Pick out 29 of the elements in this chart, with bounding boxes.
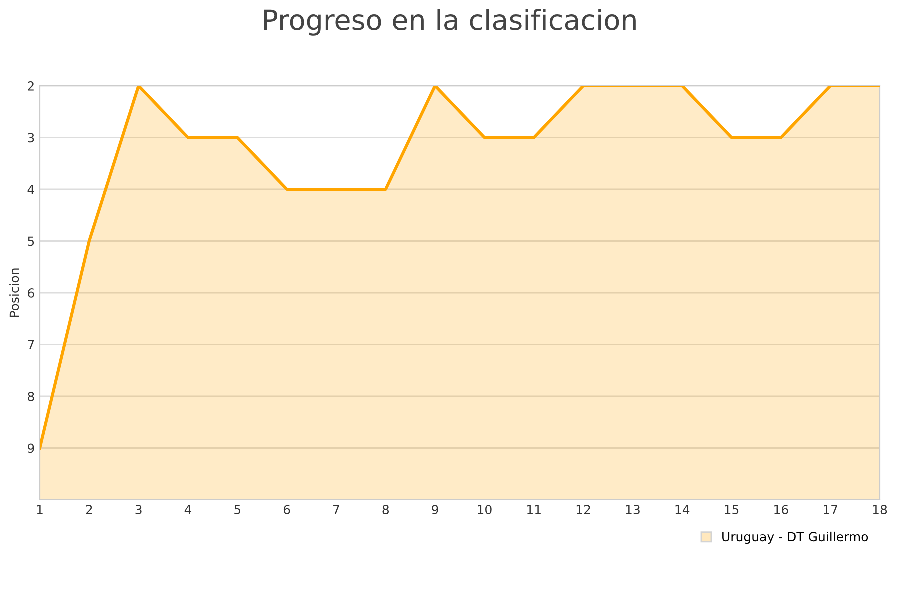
y-tick-label: 5 <box>28 236 34 246</box>
x-tick-label: 8 <box>382 505 390 515</box>
x-tick-label: 3 <box>136 505 142 515</box>
x-tick-label: 5 <box>234 505 241 515</box>
y-tick-label: 6 <box>28 288 34 298</box>
x-tick-label: 14 <box>676 505 690 514</box>
x-tick-label: 4 <box>184 505 192 514</box>
y-tick-label: 3 <box>28 133 34 143</box>
chart-title: Progreso en la clasificacion <box>264 9 636 36</box>
y-tick-label: 8 <box>28 392 34 402</box>
x-tick-label: 10 <box>478 505 492 515</box>
x-tick-label: 6 <box>284 505 290 515</box>
x-tick-label: 17 <box>824 505 838 514</box>
x-tick-label: 16 <box>774 505 788 515</box>
legend-label: Uruguay - DT Guillermo <box>722 532 868 544</box>
x-tick-label: 15 <box>725 505 739 515</box>
x-tick-label: 9 <box>432 505 438 515</box>
x-tick-label: 1 <box>37 505 43 514</box>
y-tick-label: 9 <box>28 444 34 454</box>
y-tick-label: 4 <box>28 185 34 194</box>
x-tick-label: 11 <box>528 505 541 514</box>
y-tick-label: 7 <box>28 340 34 350</box>
x-tick-label: 13 <box>626 505 640 515</box>
x-tick-label: 7 <box>334 505 340 514</box>
x-tick-label: 2 <box>86 505 92 514</box>
y-axis-title: Posicion <box>10 268 20 318</box>
y-tick-label: 2 <box>28 81 34 91</box>
x-tick-label: 18 <box>873 505 888 515</box>
x-tick-label: 12 <box>576 505 590 514</box>
